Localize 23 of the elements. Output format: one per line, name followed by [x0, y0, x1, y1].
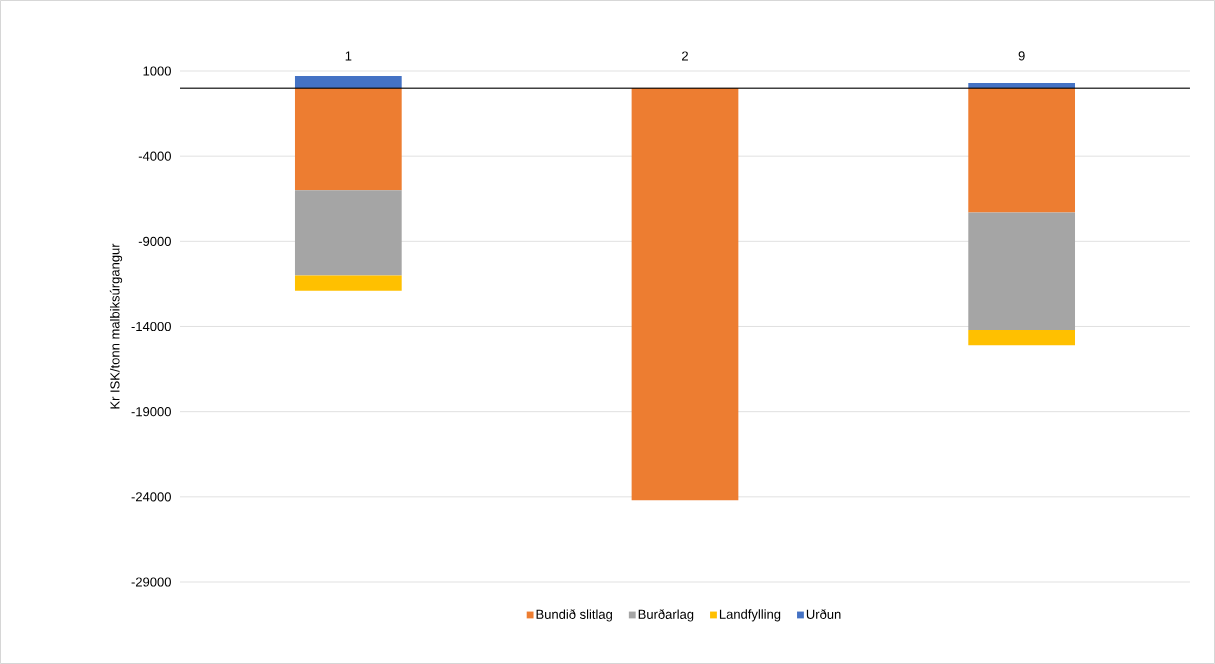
legend-label: Urðun [806, 609, 841, 619]
y-tick-label: -29000 [131, 577, 171, 587]
y-tick-label: -9000 [138, 236, 171, 246]
y-tick-label: -19000 [131, 407, 171, 417]
bar [968, 88, 1076, 213]
x-tick-label: 1 [345, 51, 352, 61]
y-tick-label: 1000 [143, 66, 171, 76]
bar [631, 88, 739, 501]
bar [294, 88, 402, 191]
bar [294, 190, 402, 276]
x-tick-label: 9 [1018, 51, 1025, 61]
legend-label: Burðarlag [638, 609, 694, 622]
bar [294, 76, 402, 89]
y-tick-label: -24000 [131, 492, 171, 502]
x-tick-label: 2 [682, 51, 688, 61]
y-axis-title: Kr ISK/tonn malbiksúrgangur [109, 243, 123, 409]
legend-label: Landfylling [719, 609, 781, 622]
bar [294, 275, 402, 291]
legend-label: Bundið slitlag [536, 609, 612, 622]
y-tick-label: -4000 [138, 151, 171, 161]
bar [968, 212, 1076, 330]
bar [968, 329, 1076, 346]
y-tick-label: -14000 [131, 321, 171, 332]
